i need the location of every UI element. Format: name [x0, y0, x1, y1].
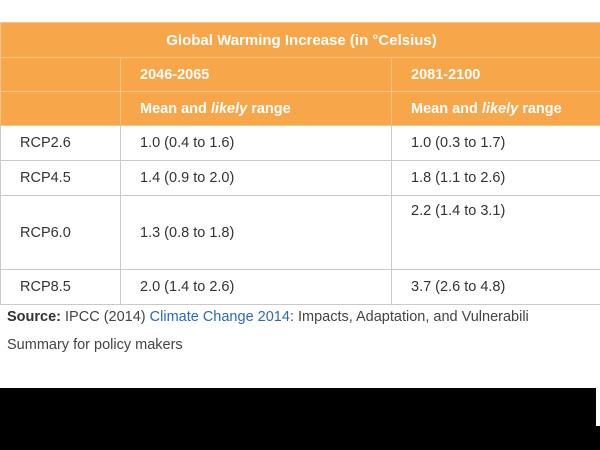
late-century-cell: 1.8 (1.1 to 2.6)	[390, 160, 600, 196]
late-century-cell: 2.2 (1.4 to 3.1)	[390, 195, 600, 270]
source-label: Source:	[7, 309, 61, 325]
late-century-cell: 1.0 (0.3 to 1.7)	[390, 125, 600, 161]
subheader-suffix: range	[518, 100, 562, 117]
subheader-empty	[0, 91, 121, 126]
period-header-mid: 2046-2065	[120, 57, 392, 92]
table-title-row: Global Warming Increase (in °Celsius)	[0, 22, 600, 58]
warming-table: Global Warming Increase (in °Celsius) 20…	[0, 22, 600, 305]
subheader-late: Mean and likely range	[390, 91, 600, 126]
table-row: RCP4.5 1.4 (0.9 to 2.0) 1.8 (1.1 to 2.6)	[0, 160, 600, 196]
mid-century-cell: 1.4 (0.9 to 2.0)	[120, 160, 392, 196]
scenario-cell: RCP4.5	[0, 160, 121, 196]
subheader-suffix: range	[247, 100, 291, 117]
table-row: RCP8.5 2.0 (1.4 to 2.6) 3.7 (2.6 to 4.8)	[0, 269, 600, 305]
scenario-cell: RCP8.5	[0, 269, 121, 305]
subheader-prefix: Mean and	[411, 100, 482, 117]
source-line-1: Source: IPCC (2014) Climate Change 2014:…	[7, 303, 600, 331]
table-row: RCP2.6 1.0 (0.4 to 1.6) 1.0 (0.3 to 1.7)	[0, 125, 600, 161]
subheader-prefix: Mean and	[140, 100, 211, 117]
bottom-black-bar	[0, 388, 600, 450]
mid-century-cell: 2.0 (1.4 to 2.6)	[120, 269, 392, 305]
late-century-cell: 3.7 (2.6 to 4.8)	[390, 269, 600, 305]
period-header-late: 2081-2100	[390, 57, 600, 92]
table-row: RCP6.0 1.3 (0.8 to 1.8) 2.2 (1.4 to 3.1)	[0, 195, 600, 270]
subheader-row: Mean and likely range Mean and likely ra…	[0, 91, 600, 126]
top-strip	[0, 0, 600, 22]
bottom-bar-notch	[596, 388, 600, 426]
subheader-emphasis: likely	[481, 100, 519, 117]
scenario-header-empty	[0, 57, 121, 92]
source-line-2: Summary for policy makers	[7, 337, 183, 353]
table-title: Global Warming Increase (in °Celsius)	[0, 22, 600, 58]
scenario-cell: RCP6.0	[0, 195, 121, 270]
subheader-emphasis: likely	[210, 100, 248, 117]
source-citation: Source: IPCC (2014) Climate Change 2014:…	[7, 303, 600, 359]
subheader-mid: Mean and likely range	[120, 91, 392, 126]
period-header-row: 2046-2065 2081-2100	[0, 57, 600, 92]
source-text-before-link: IPCC (2014)	[61, 309, 150, 325]
scenario-cell: RCP2.6	[0, 125, 121, 161]
source-link[interactable]: Climate Change 2014	[149, 309, 290, 325]
mid-century-cell: 1.0 (0.4 to 1.6)	[120, 125, 392, 161]
mid-century-cell: 1.3 (0.8 to 1.8)	[120, 195, 392, 270]
source-text-after-link: : Impacts, Adaptation, and Vulnerabili	[289, 309, 529, 325]
